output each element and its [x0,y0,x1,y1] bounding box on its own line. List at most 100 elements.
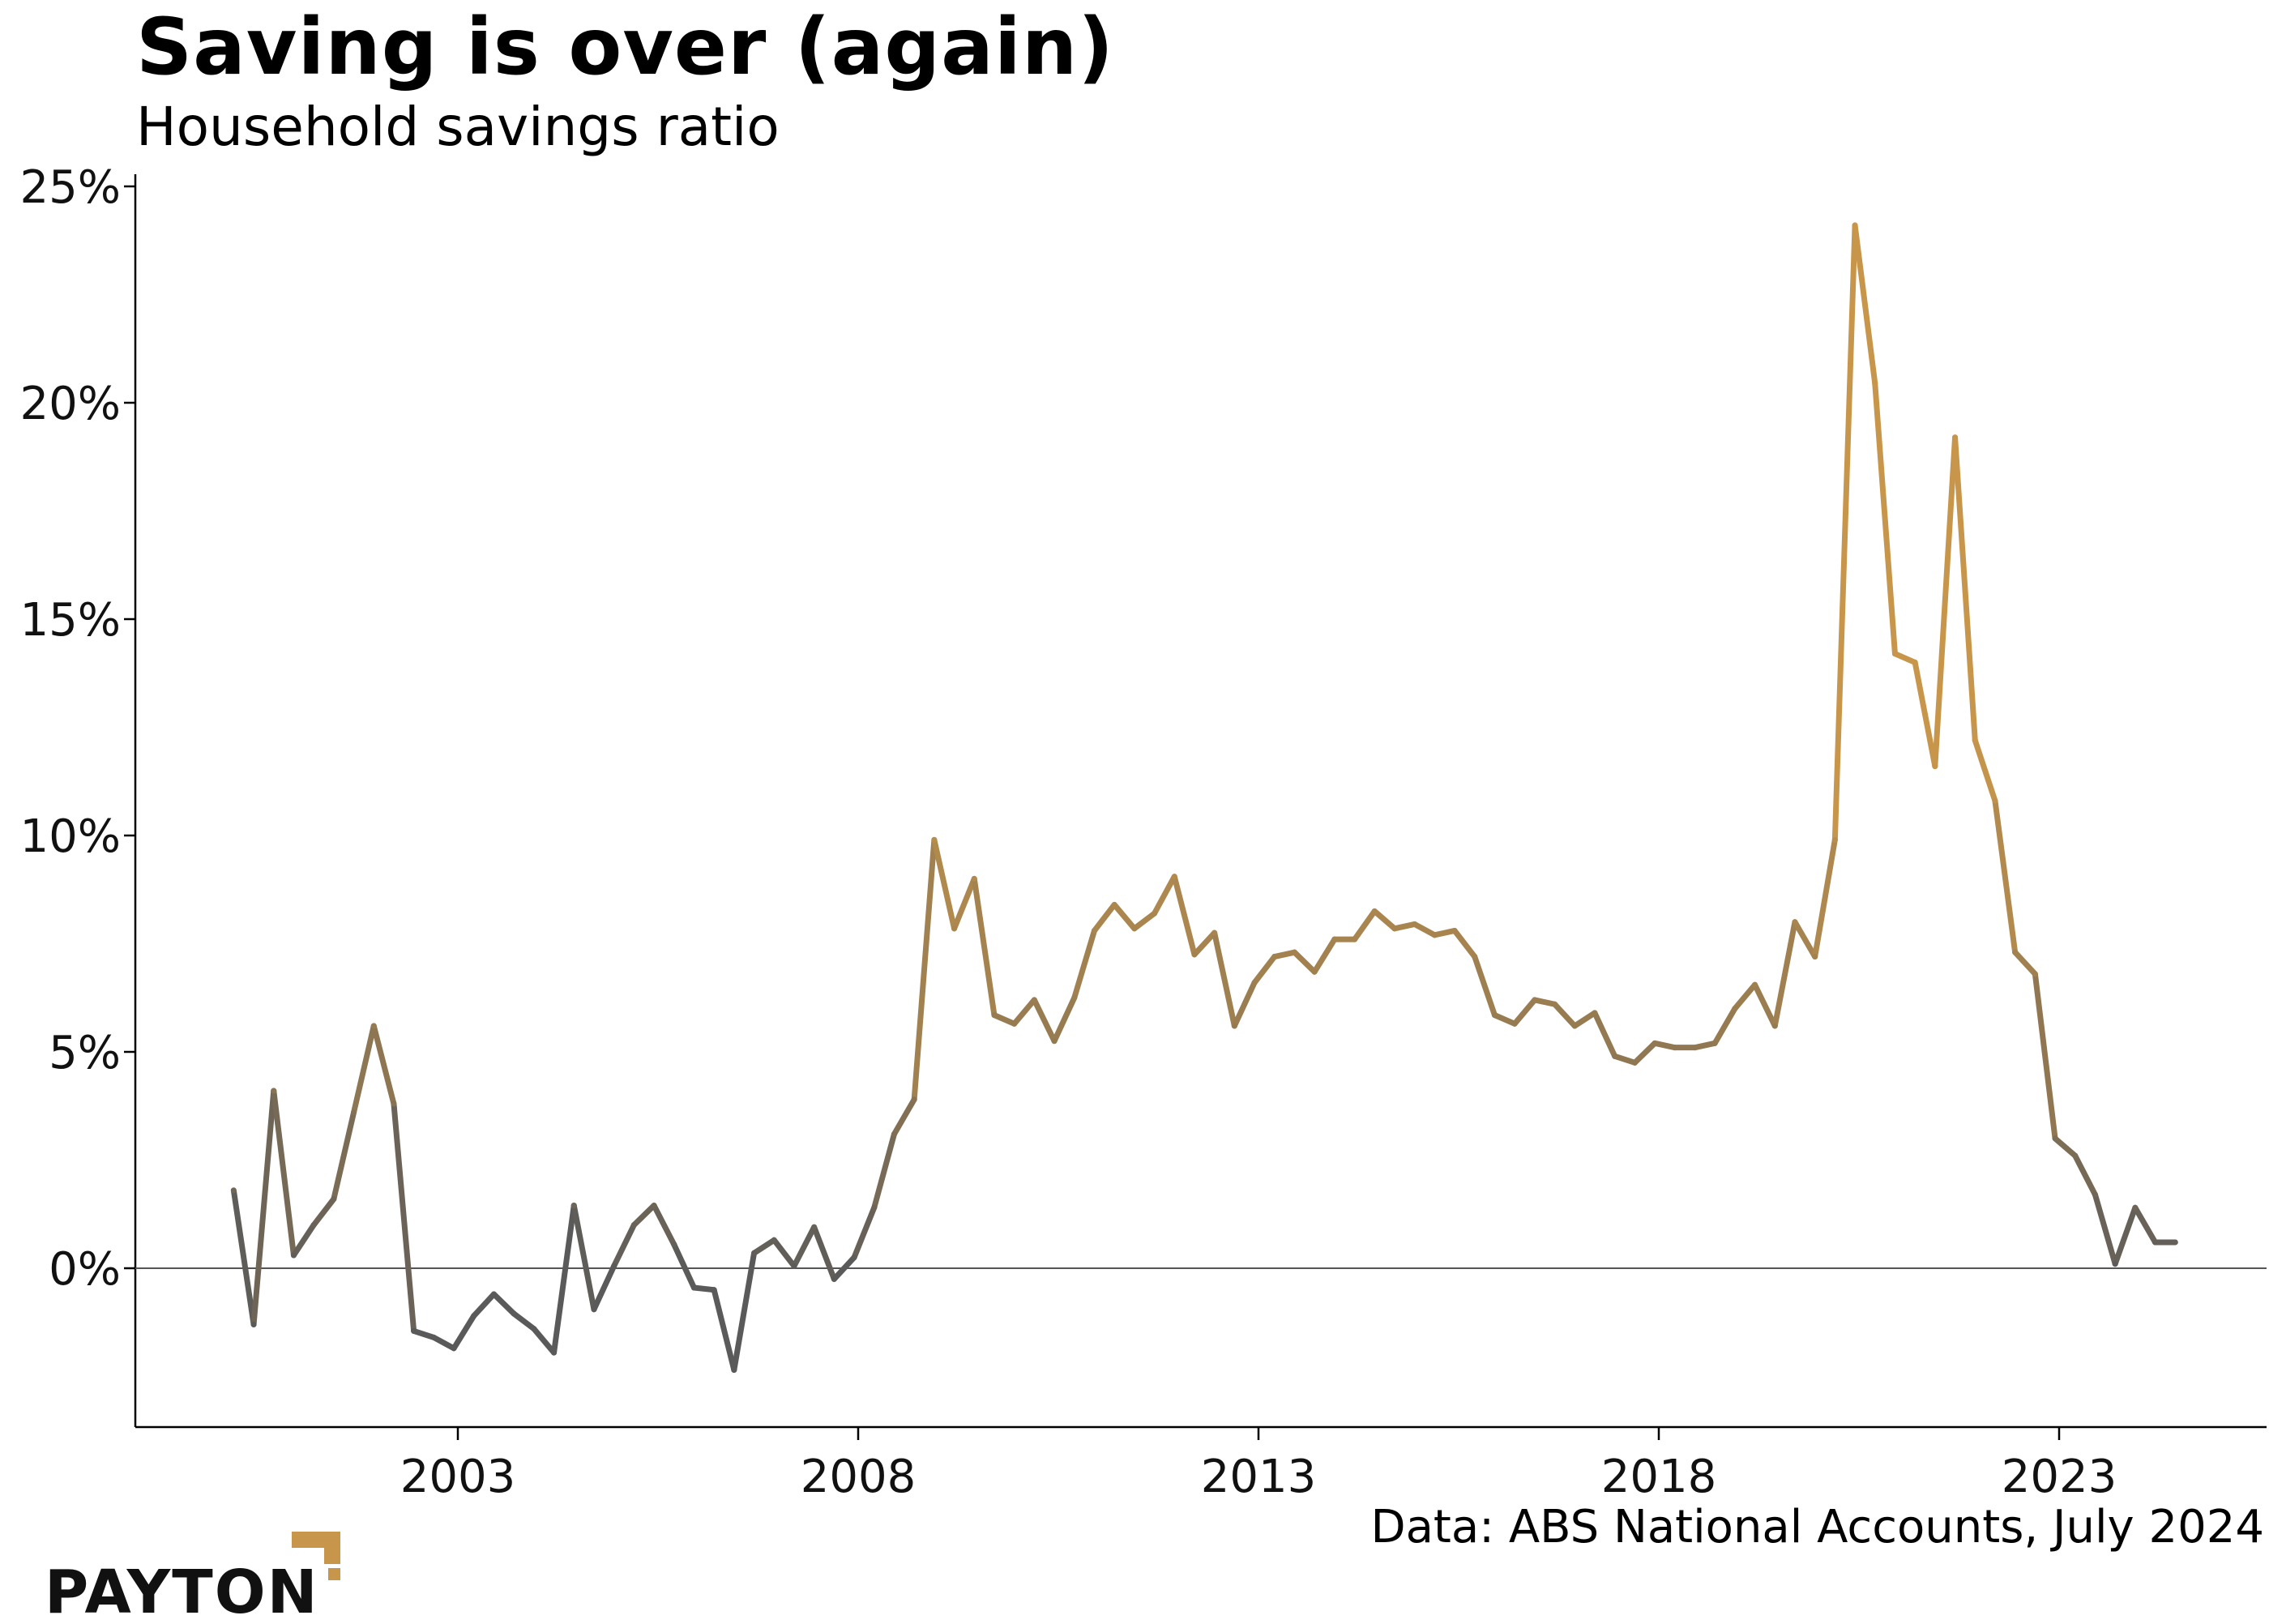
line-segment [671,1242,697,1291]
data-point [1992,797,1998,804]
line-segment [971,875,998,1019]
data-point [230,1187,237,1194]
data-point [1371,908,1378,914]
line-segment [1891,651,1918,665]
line-segment [1592,1010,1618,1059]
svg-text:PAYTON: PAYTON [45,1558,319,1621]
line-segment [1612,1053,1638,1066]
payton-logo: PAYTON [45,1532,353,1624]
line-segment [471,1291,497,1319]
line-segment [711,1287,737,1373]
x-tick-label: 2013 [1201,1451,1317,1503]
line-segment [1071,927,1097,1001]
line-segment [1191,930,1218,958]
data-point [1412,921,1418,927]
data-point [1932,763,1938,770]
data-point [1891,651,1898,657]
data-point [1152,910,1158,917]
data-point [1571,1023,1578,1029]
data-point [551,1349,558,1356]
line-segment [1152,874,1177,917]
line-segment [871,1130,897,1211]
line-segment [511,1310,537,1332]
line-segment [2072,1152,2098,1198]
data-point [831,1276,837,1282]
line-segment [1631,1040,1658,1066]
data-point [1652,1040,1658,1046]
x-tick-label: 2023 [2002,1451,2117,1503]
line-segment [310,1196,337,1229]
data-point [1792,919,1798,925]
line-segment [891,1096,917,1137]
line-segment [351,1023,377,1116]
data-point [1311,968,1318,975]
line-segment [1391,921,1418,932]
data-point [2172,1239,2178,1246]
data-point [1812,954,1818,960]
data-point [1352,936,1358,942]
data-point [2112,1261,2118,1267]
data-point [1872,380,1878,387]
line-segment [411,1327,437,1340]
line-segment [951,875,977,932]
data-point [1511,1020,1518,1027]
data-point [971,875,977,882]
line-segment [1812,836,1838,960]
chart-subtitle: Household savings ratio [136,96,780,158]
data-point [1451,927,1458,934]
data-point [2032,971,2038,977]
line-segment [1291,949,1318,975]
y-tick-label: 0% [49,1243,121,1296]
data-point [1051,1038,1058,1045]
y-tick-label: 15% [20,594,121,647]
line-segment [331,1109,357,1203]
line-segment [1131,910,1158,932]
data-point [490,1291,497,1297]
line-segment [1352,908,1378,942]
line-segment [1732,981,1758,1012]
line-segment [290,1222,317,1259]
data-point [511,1310,517,1317]
line-segment [2132,1204,2159,1246]
line-segment [2112,1204,2139,1267]
data-point [690,1284,697,1291]
data-point [751,1250,758,1256]
line-segment [811,1224,837,1282]
data-point [2132,1204,2139,1211]
data-point [2012,949,2019,955]
data-point [1391,925,1398,932]
data-point [451,1345,457,1352]
line-segment [1912,659,1938,770]
data-point [791,1263,797,1269]
data-point [651,1203,657,1209]
data-point [630,1222,637,1229]
data-point [1011,1020,1018,1027]
line-segment [430,1334,457,1352]
data-point [731,1366,737,1373]
data-point [351,1109,357,1116]
data-point [1231,1023,1237,1029]
data-point [1331,936,1338,942]
data-point [1972,737,1978,744]
data-point [911,1096,917,1103]
data-point [531,1326,537,1332]
data-point [1211,930,1218,936]
data-point [1171,874,1177,880]
line-segment [1431,927,1458,938]
data-point [771,1237,777,1243]
line-segment [451,1313,477,1352]
line-segment [2052,1135,2079,1159]
line-segment [1571,1010,1598,1029]
line-segment [1311,936,1338,975]
line-segment [2012,949,2038,977]
data-point [1552,1001,1558,1007]
data-point [991,1012,998,1019]
line-segment [690,1284,717,1293]
line-segment [490,1291,517,1317]
data-point [1251,980,1258,986]
data-point [891,1130,897,1137]
line-segment [230,1187,257,1327]
y-tick-label: 10% [20,810,121,863]
line-segment [1011,997,1037,1027]
